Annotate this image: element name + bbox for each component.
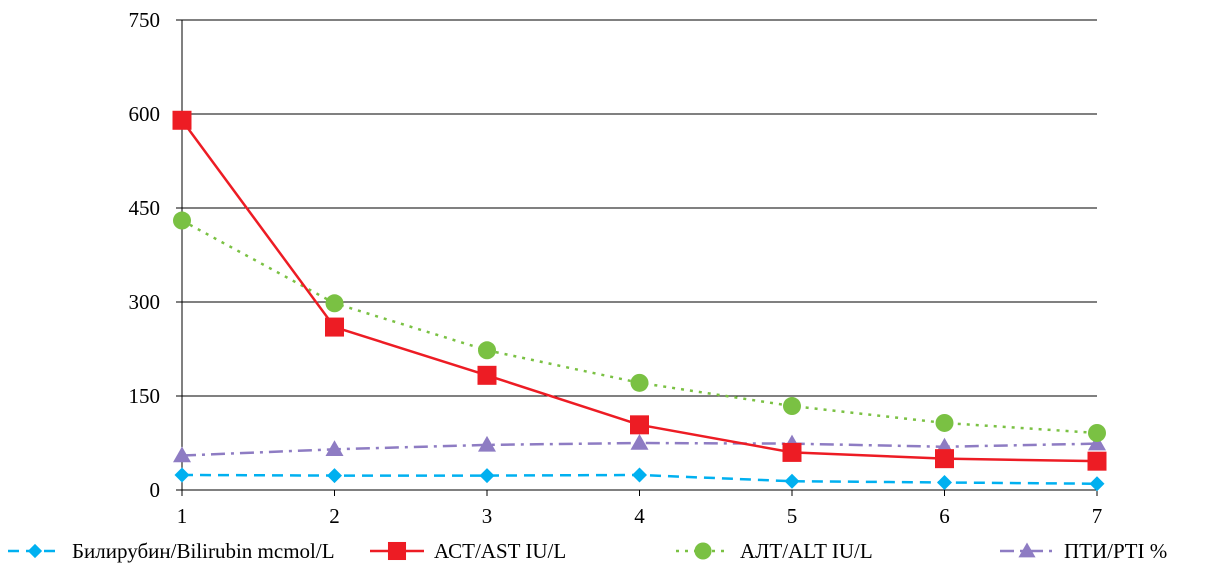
legend-label: Билирубин/Bilirubin mcmol/L: [72, 539, 335, 563]
data-point: [630, 373, 649, 392]
y-tick-label: 0: [150, 478, 161, 502]
data-point: [782, 442, 802, 462]
legend-label: АЛТ/ALT IU/L: [740, 539, 873, 563]
y-tick-label: 300: [129, 290, 161, 314]
legend-item: АСТ/AST IU/L: [370, 539, 566, 563]
legend-label: ПТИ/PTI %: [1064, 539, 1167, 563]
legend-marker: [27, 543, 43, 559]
y-tick-label: 450: [129, 196, 161, 220]
x-tick-label: 1: [177, 504, 188, 528]
series-0: [174, 467, 1105, 492]
data-point: [325, 294, 344, 313]
x-tick-label: 7: [1092, 504, 1103, 528]
legend-marker: [1018, 542, 1036, 558]
y-axis-ticks: 0 150 300 450 600 750: [129, 8, 182, 502]
legend-item: АЛТ/ALT IU/L: [676, 539, 873, 563]
series-2: [173, 211, 1106, 442]
legend-label: АСТ/AST IU/L: [434, 539, 566, 563]
data-point: [784, 473, 800, 489]
data-point: [173, 446, 191, 463]
data-point: [174, 467, 190, 483]
legend-marker: [694, 542, 712, 560]
x-tick-label: 2: [329, 504, 340, 528]
y-tick-label: 750: [129, 8, 161, 32]
series-line: [181, 219, 1098, 435]
series-lines: [172, 110, 1107, 492]
data-point: [173, 211, 191, 230]
x-tick-label: 6: [939, 504, 950, 528]
x-tick-label: 4: [634, 504, 645, 528]
data-point: [478, 435, 496, 452]
data-point: [783, 397, 801, 416]
series-line: [180, 119, 1098, 463]
data-point: [1088, 434, 1106, 451]
legend-item: Билирубин/Bilirubin mcmol/L: [8, 539, 335, 563]
legend: Билирубин/Bilirubin mcmol/L АСТ/AST IU/L А…: [8, 539, 1167, 563]
legend-item: ПТИ/PTI %: [1000, 539, 1167, 563]
data-point: [937, 474, 952, 490]
data-point: [632, 467, 647, 483]
y-tick-label: 150: [129, 384, 161, 408]
data-point: [327, 468, 342, 484]
data-point: [325, 440, 344, 457]
data-point: [630, 415, 649, 435]
data-point: [479, 468, 495, 484]
data-point: [1087, 451, 1107, 471]
data-point: [477, 365, 497, 385]
data-point: [1089, 476, 1105, 492]
data-point: [1088, 423, 1106, 442]
gridlines: [182, 19, 1097, 397]
x-tick-label: 5: [787, 504, 798, 528]
series-1: [172, 110, 1107, 471]
y-tick-label: 600: [129, 102, 161, 126]
data-point: [935, 413, 954, 432]
data-point: [630, 434, 649, 450]
x-axis-ticks: 1 2 3 4 5 6 7: [177, 490, 1103, 528]
data-point: [478, 341, 496, 360]
legend-marker: [387, 541, 407, 561]
data-point: [935, 449, 954, 469]
x-tick-label: 3: [482, 504, 493, 528]
data-point: [172, 110, 192, 130]
data-point: [325, 317, 344, 337]
